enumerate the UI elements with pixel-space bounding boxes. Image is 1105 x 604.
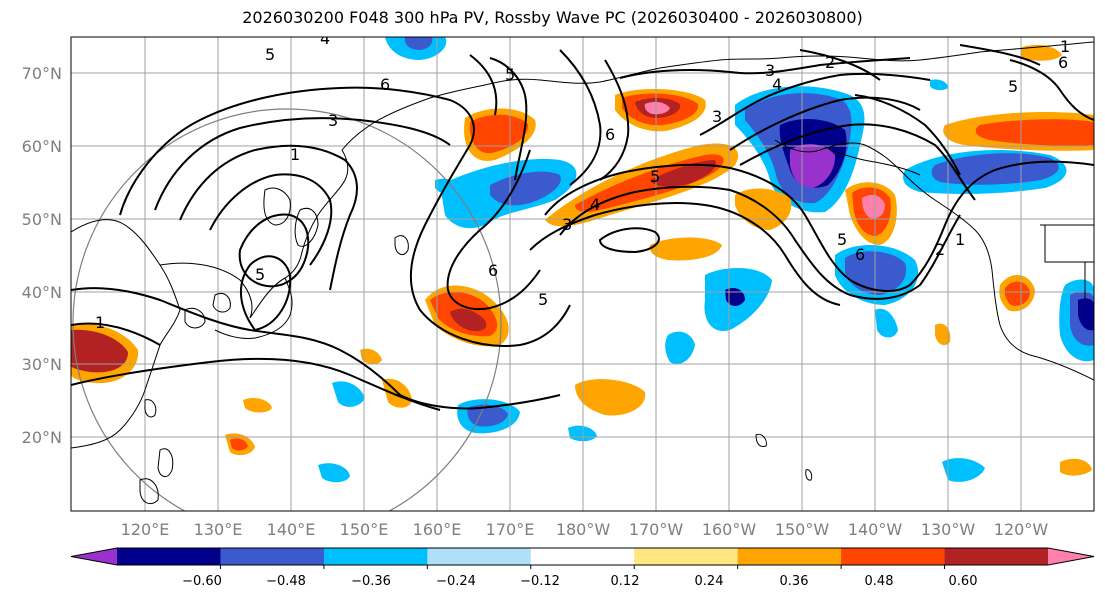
map-frame [70,36,1095,512]
contour-label: 2 [825,53,835,72]
colorbar-segment [323,548,428,565]
colorbar-tick-label: −0.36 [351,574,391,589]
lon-label: 150°E [340,520,389,539]
colorbar-extend-high [1048,548,1094,565]
lon-label: 140°E [267,520,316,539]
lon-label: 150°W [775,520,830,539]
colorbar-extend-low [71,548,117,565]
lon-label: 160°E [413,520,462,539]
colorbar-tick-label: −0.12 [520,574,560,589]
colorbar-tick-label: 0.36 [780,574,809,589]
contour-label: 1 [1060,37,1070,56]
coastlines [71,41,1094,505]
contour-label: 5 [265,45,275,64]
lat-label-70n: 70°N [22,64,62,83]
colorbar-tick-label: −0.60 [182,574,222,589]
contour-label: 6 [380,75,390,94]
contour-label: 5 [538,290,548,309]
map-content: 6 5 4 3 3 2 1 1 5 4 3 6 6 5 5 3 4 5 6 2 … [71,29,1094,511]
colorbar-segment [117,548,221,565]
colorbar-segment [944,548,1049,565]
colorbar-tick-label: 0.12 [611,574,640,589]
lon-label: 130°W [921,520,976,539]
colorbar-tick-label: 0.48 [865,574,894,589]
contour-label: 5 [1008,77,1018,96]
lat-label-40n: 40°N [22,283,62,302]
colorbar-segment [530,548,635,565]
contour-label: 3 [562,215,572,234]
lat-label-30n: 30°N [22,355,62,374]
colorbar-tick-label: −0.48 [266,574,306,589]
contour-label: 5 [255,265,265,284]
latitude-labels: 70°N 60°N 50°N 40°N 30°N 20°N [22,64,62,447]
lon-label: 180°W [556,520,611,539]
contour-label: 3 [328,111,338,130]
contour-label: 4 [590,195,600,214]
lon-label: 120°E [121,520,170,539]
colorbar-tick-label: 0.24 [695,574,724,589]
lon-label: 170°W [629,520,684,539]
range-circle [72,108,502,511]
lon-label: 160°W [702,520,757,539]
colorbar-tick-labels: −0.60 −0.48 −0.36 −0.24 −0.12 0.12 0.24 … [182,574,977,589]
lon-label: 120°W [994,520,1049,539]
contour-label: 5 [650,167,660,186]
lat-label-50n: 50°N [22,210,62,229]
contour-label: 4 [320,29,330,48]
colorbar [70,547,1095,569]
contour-label: 3 [712,107,722,126]
contour-label: 2 [935,240,945,259]
lon-label: 130°E [194,520,243,539]
colorbar-tick-label: −0.24 [436,574,476,589]
colorbar-segment [220,548,325,565]
contour-label: 1 [290,145,300,164]
contour-label: 1 [95,313,105,332]
figure-title: 2026030200 F048 300 hPa PV, Rossby Wave … [242,8,863,27]
lat-label-60n: 60°N [22,137,62,156]
colorbar-segment [841,548,946,565]
pv-contours [71,44,1094,411]
longitude-labels: 120°E 130°E 140°E 150°E 160°E 170°E 180°… [121,520,1049,539]
contour-label: 6 [605,125,615,144]
colorbar-tick-label: 0.60 [949,574,978,589]
contour-labels: 6 5 4 3 3 2 1 1 5 4 3 6 6 5 5 3 4 5 6 2 … [95,29,1070,332]
contour-label: 1 [955,230,965,249]
contour-label: 6 [855,245,865,264]
colorbar-outline [70,547,1095,566]
contour-label: 3 [765,61,775,80]
contour-label: 4 [772,75,782,94]
contour-label: 6 [488,261,498,280]
contour-label: 5 [837,230,847,249]
gridlines [71,37,1094,511]
colorbar-segment [737,548,842,565]
contour-label: 5 [505,65,515,84]
colorbar-segment [427,548,532,565]
lat-label-20n: 20°N [22,428,62,447]
colorbar-segment [634,548,739,565]
lon-label: 170°E [486,520,535,539]
lon-label: 140°W [848,520,903,539]
contour-label: 6 [1058,53,1068,72]
